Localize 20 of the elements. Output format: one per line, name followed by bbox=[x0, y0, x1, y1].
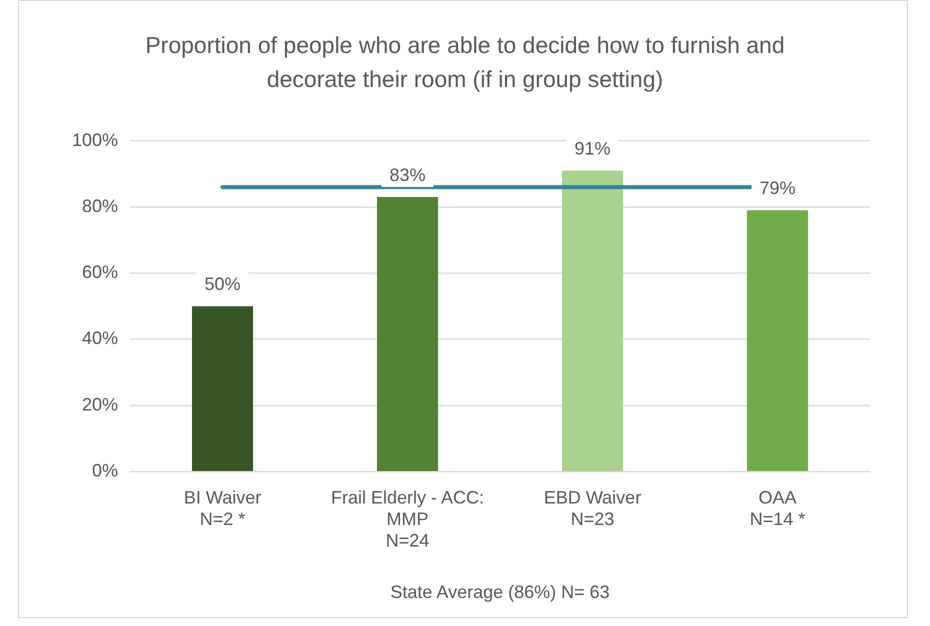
data-label: 79% bbox=[759, 178, 796, 198]
data-label: 83% bbox=[390, 165, 426, 186]
x-tick-label: Frail Elderly - ACC: MMP N=24 bbox=[331, 487, 484, 551]
x-tick-label: OAA N=14 * bbox=[750, 487, 806, 529]
y-tick-label: 20% bbox=[82, 394, 118, 414]
x-axis-title: State Average (86%) N= 63 bbox=[390, 582, 610, 602]
bar bbox=[562, 170, 624, 471]
y-tick-label: 60% bbox=[82, 262, 118, 282]
y-tick-label: 40% bbox=[82, 328, 118, 348]
y-tick-label: 100% bbox=[72, 130, 118, 150]
bar bbox=[192, 306, 254, 471]
chart-title: Proportion of people who are able to decide how to furnish and decorate their room (if in group setting) bbox=[144, 31, 786, 94]
y-tick-label: 0% bbox=[92, 460, 118, 481]
y-tick-label: 80% bbox=[82, 196, 118, 216]
data-label: 50% bbox=[204, 274, 241, 294]
x-tick-label: EBD Waiver N=23 bbox=[544, 487, 642, 529]
bar bbox=[746, 210, 808, 471]
bar bbox=[377, 197, 438, 471]
data-label: 91% bbox=[574, 138, 611, 159]
x-tick-label: BI Waiver N=2 * bbox=[184, 487, 262, 529]
